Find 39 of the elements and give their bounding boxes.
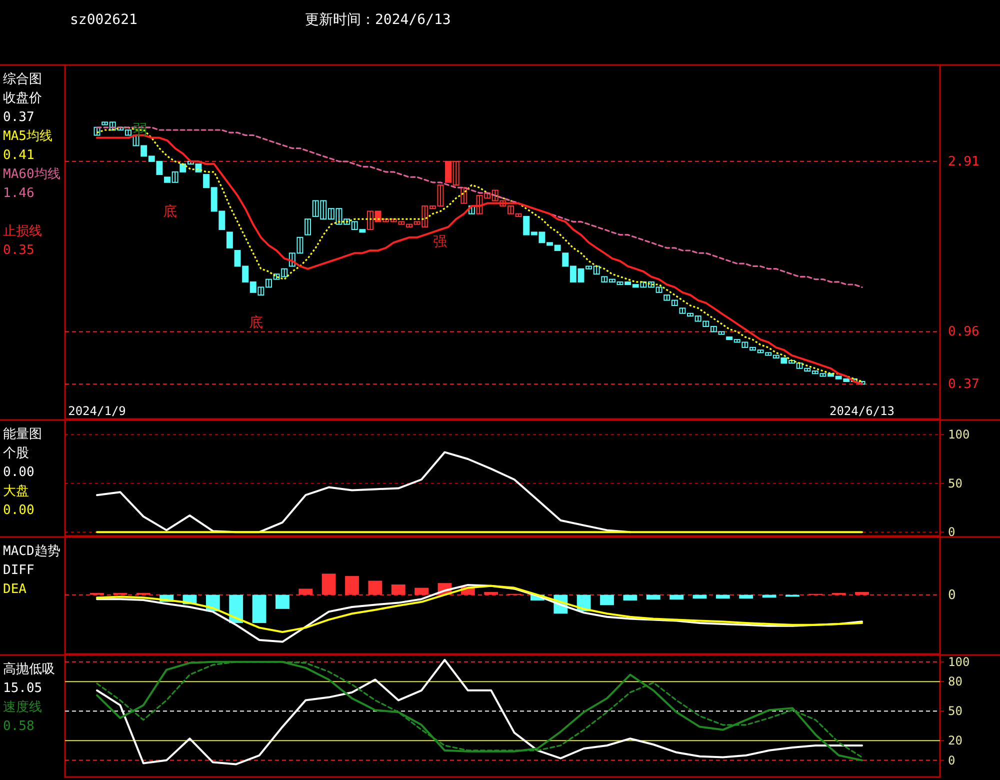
text: sz002621 — [70, 12, 138, 28]
annotation: 强 — [433, 234, 447, 250]
y-tick-label: 0 — [948, 525, 956, 540]
text: 1.46 — [3, 186, 34, 201]
annotation: 底 — [163, 204, 177, 220]
text: 0.00 — [3, 465, 34, 480]
x-tick-label: 2024/6/13 — [829, 404, 895, 418]
text: 更新时间：2024/6/13 — [305, 12, 451, 28]
text: DIFF — [3, 563, 34, 578]
text: 收盘价 — [3, 91, 42, 106]
text: 0.41 — [3, 148, 34, 163]
y-tick-label: 0 — [948, 753, 956, 768]
text: 止损线 — [3, 224, 42, 239]
text: 0.37 — [948, 377, 980, 392]
y-tick-label: 50 — [948, 476, 962, 490]
x-tick-label: 2024/1/9 — [68, 404, 126, 418]
text: 15.05 — [3, 681, 42, 696]
text: 速度线 — [3, 699, 42, 715]
text: 0.37 — [3, 110, 34, 125]
y-tick-label: 50 — [948, 704, 962, 718]
text: 0.96 — [948, 324, 980, 340]
text: MA60均线 — [3, 167, 60, 182]
text: 0.00 — [3, 503, 34, 518]
y-tick-label: 20 — [948, 734, 962, 748]
text: 能量图 — [3, 427, 42, 442]
chart-title: 综合图 — [3, 72, 42, 87]
y-tick-label: 100 — [948, 654, 970, 669]
text: 2.91 — [948, 154, 980, 170]
text: 0.58 — [3, 719, 34, 734]
y-tick-label: 80 — [948, 674, 962, 689]
text: 0.35 — [3, 243, 34, 258]
annotation: 底 — [249, 315, 263, 331]
text: 大盘 — [3, 484, 29, 499]
text: MA5均线 — [3, 129, 52, 144]
text: 高抛低吸 — [3, 661, 55, 677]
y-tick-label: 100 — [948, 428, 970, 442]
text: DEA — [3, 582, 27, 597]
chart-title: MACD趋势 — [3, 544, 60, 559]
text: 个股 — [3, 446, 29, 461]
